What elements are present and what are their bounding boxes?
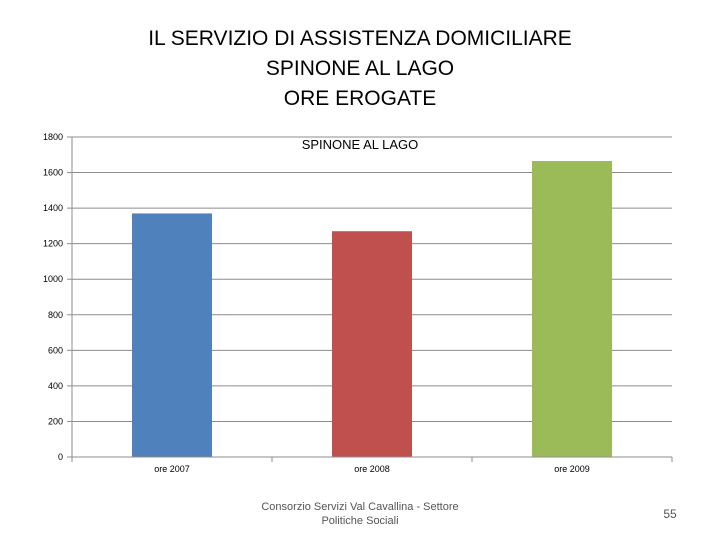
y-tick-label: 1800 — [43, 132, 63, 142]
y-tick-label: 200 — [48, 416, 63, 426]
y-tick-label: 600 — [48, 345, 63, 355]
y-tick-label: 1200 — [43, 239, 63, 249]
slide-title-line-2: SPINONE AL LAGO — [265, 57, 455, 80]
bars — [132, 161, 612, 457]
chart-title: SPINONE AL LAGO — [302, 137, 419, 152]
x-tick-label: ore 2007 — [154, 464, 190, 474]
x-tick-label: ore 2008 — [354, 464, 390, 474]
bar-ore-2009 — [532, 161, 612, 457]
bar-ore-2007 — [132, 213, 212, 457]
y-tick-label: 1400 — [43, 203, 63, 213]
y-tick-label: 1000 — [43, 274, 63, 284]
slide-title-line-1: IL SERVIZIO DI ASSISTENZA DOMICILIARE — [148, 27, 572, 50]
slide-title-line-3: ORE EROGATE — [283, 87, 437, 110]
y-tick-label: 1600 — [43, 168, 63, 178]
y-tick-label: 400 — [48, 381, 63, 391]
y-tick-label: 800 — [48, 310, 63, 320]
bar-ore-2008 — [332, 231, 412, 457]
y-axis: 0 200 400 600 800 1000 1200 1400 1600 1800 — [43, 132, 73, 462]
x-tick-label: ore 2009 — [554, 464, 590, 474]
x-axis: ore 2007 ore 2008 ore 2009 — [71, 456, 673, 474]
y-tick-label: 0 — [58, 452, 63, 462]
footer-text: Consorzio Servizi Val Cavallina - Settor… — [261, 501, 459, 527]
page-number: 55 — [663, 507, 677, 521]
slide-title: IL SERVIZIO DI ASSISTENZA DOMICILIARE SP… — [60, 24, 660, 114]
